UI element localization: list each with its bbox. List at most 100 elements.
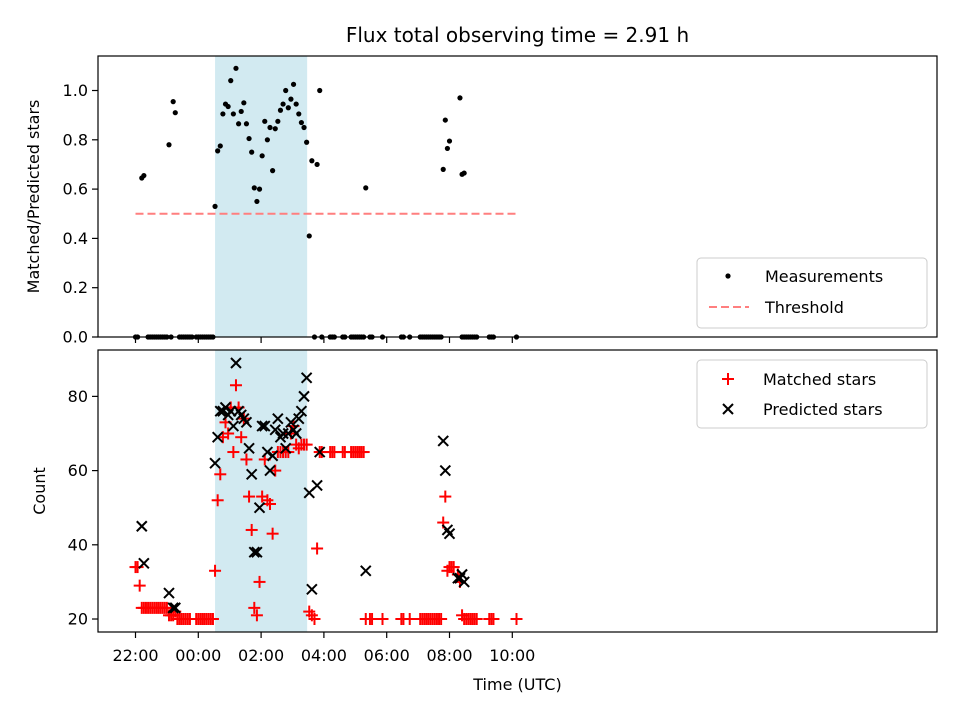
predicted-star-point — [279, 442, 292, 455]
measurement-point — [166, 142, 172, 148]
predicted-star-point — [169, 602, 181, 614]
measurement-point — [220, 111, 226, 117]
top-legend: Measurements Threshold — [696, 257, 928, 329]
predicted-star-point — [458, 576, 470, 588]
measurement-point — [363, 185, 369, 191]
matched-star-point — [470, 613, 483, 626]
matched-star-point — [206, 613, 219, 626]
matched-star-point — [311, 542, 324, 555]
measurement-point — [288, 96, 294, 102]
measurement-point — [249, 149, 255, 155]
bottom-shaded-region — [215, 350, 308, 632]
x-tick-label: 06:00 — [364, 646, 410, 665]
measurement-point — [264, 137, 270, 143]
measurement-point — [309, 158, 315, 164]
predicted-star-point — [256, 420, 268, 432]
predicted-star-point — [214, 405, 226, 417]
legend-matched-label: Matched stars — [763, 370, 876, 389]
predicted-star-point — [209, 457, 221, 469]
measurement-point — [256, 186, 263, 192]
predicted-star-point — [277, 427, 289, 440]
predicted-star-point — [269, 424, 281, 436]
measurement-point — [172, 110, 178, 116]
legend-threshold-label: Threshold — [764, 298, 844, 317]
measurement-point — [317, 87, 323, 94]
predicted-star-point — [261, 446, 274, 458]
matched-star-point — [131, 561, 144, 574]
bottom-y-tick-label: 80 — [68, 387, 88, 406]
legend-predicted-label: Predicted stars — [763, 400, 883, 419]
measurement-point — [238, 108, 244, 115]
measurement-point — [215, 148, 221, 154]
matched-star-point — [245, 523, 258, 536]
matched-star-point — [253, 575, 266, 588]
predicted-star-point — [437, 435, 449, 447]
predicted-star-point — [298, 390, 310, 403]
measurement-point — [457, 95, 463, 101]
measurement-point — [304, 139, 310, 145]
matched-star-point — [243, 490, 256, 503]
predicted-star-point — [251, 546, 263, 558]
measurement-point — [267, 124, 273, 131]
bottom-legend-box — [696, 359, 928, 429]
matched-star-point — [357, 446, 370, 459]
top-y-tick-label: 0.6 — [63, 180, 88, 199]
measurement-point — [228, 78, 234, 84]
predicted-star-point — [230, 357, 242, 369]
measurement-point — [296, 111, 302, 117]
top-y-tick-label: 1.0 — [63, 81, 88, 100]
predicted-star-point — [248, 546, 261, 558]
matched-star-point — [160, 601, 173, 614]
predicted-star-point — [243, 442, 255, 455]
x-tick-label: 02:00 — [238, 646, 284, 665]
matched-star-point — [263, 497, 276, 510]
predicted-star-point — [295, 405, 308, 417]
measurement-point — [217, 143, 223, 149]
top-shaded-region — [215, 56, 308, 337]
matched-star-point — [133, 579, 146, 592]
x-axis-label: Time (UTC) — [472, 675, 561, 694]
predicted-star-point — [136, 520, 148, 532]
measurement-point — [306, 233, 312, 239]
measurement-point — [212, 203, 218, 209]
measurement-point — [272, 126, 278, 132]
x-tick-label: 22:00 — [112, 646, 158, 665]
measurement-point — [298, 119, 304, 126]
predicted-star-point — [306, 583, 318, 596]
measurement-point — [262, 118, 268, 124]
predicted-star-point — [219, 401, 232, 414]
matched-star-point — [211, 494, 224, 507]
matched-star-point — [227, 446, 240, 459]
matched-star-point — [487, 613, 500, 626]
predicted-star-point — [439, 464, 452, 477]
legend-measurements-label: Measurements — [765, 267, 883, 286]
legend-matched-marker — [722, 373, 734, 385]
predicted-star-point — [360, 565, 372, 577]
measurement-point — [275, 118, 281, 124]
matched-star-point — [248, 601, 261, 614]
measurement-point — [241, 100, 247, 106]
measurement-point — [314, 161, 320, 168]
measurement-point — [225, 103, 231, 110]
bottom-y-tick-label: 40 — [68, 535, 88, 554]
measurement-point — [230, 111, 236, 117]
predicted-star-point — [300, 372, 313, 384]
predicted-star-point — [163, 587, 175, 599]
predicted-star-point — [266, 450, 279, 462]
matched-star-point — [403, 613, 416, 626]
x-tick-label: 08:00 — [426, 646, 472, 665]
matched-star-point — [222, 427, 235, 440]
bottom-y-axis-label: Count — [30, 467, 49, 515]
matched-star-point — [209, 564, 222, 577]
matched-star-point — [300, 438, 313, 451]
measurement-point — [446, 138, 453, 144]
measurement-point — [251, 185, 257, 191]
top-legend-box — [696, 257, 928, 329]
matched-star-point — [266, 527, 279, 540]
x-tick-label: 10:00 — [489, 646, 535, 665]
predicted-star-point — [245, 468, 258, 481]
matched-star-point — [510, 613, 523, 626]
matched-star-point — [366, 613, 379, 626]
predicted-star-point — [285, 416, 297, 429]
